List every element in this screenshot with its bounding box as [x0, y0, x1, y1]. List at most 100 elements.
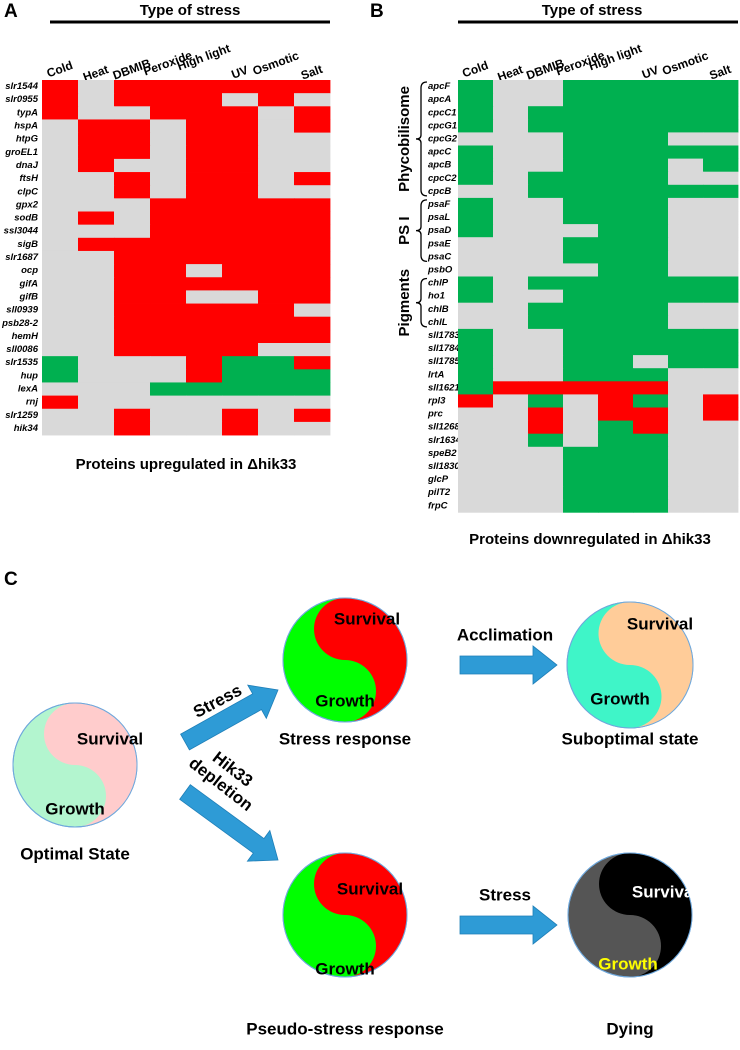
heatmap-cell — [186, 421, 223, 436]
heatmap-cell — [528, 80, 564, 94]
heatmap-cell — [563, 486, 599, 500]
heatmap-cell — [563, 250, 599, 264]
heatmap-cell — [78, 172, 115, 186]
heatmap-cell — [258, 264, 295, 278]
heatmap-cell — [78, 421, 115, 436]
heatmap-cell — [598, 250, 634, 264]
row-label: psbO — [427, 264, 453, 275]
heatmap-cell — [458, 145, 494, 159]
panel-header: Type of stress — [140, 2, 241, 19]
heatmap-cell — [78, 132, 115, 147]
heatmap-cell — [42, 316, 79, 331]
heatmap-cell — [633, 224, 669, 238]
row-label: sll0086 — [6, 344, 38, 355]
row-label: sll1621 — [428, 382, 460, 393]
heatmap-cell — [528, 250, 564, 264]
heatmap-cell — [563, 433, 599, 448]
heatmap-cell — [633, 80, 669, 94]
heatmap-cell — [633, 93, 669, 107]
heatmap-cell — [186, 93, 223, 107]
heatmap-cell — [42, 172, 79, 186]
heatmap-cell — [150, 369, 187, 383]
heatmap-cell — [42, 132, 79, 147]
heatmap-cell — [42, 421, 79, 436]
heatmap-cell — [528, 315, 564, 330]
growth-label: Growth — [315, 691, 375, 710]
heatmap-cell — [114, 250, 151, 265]
heatmap-cell — [703, 407, 739, 421]
row-label: apcC — [428, 147, 451, 158]
heatmap-cell — [458, 420, 494, 435]
heatmap-cell — [258, 250, 295, 265]
heatmap-cell — [493, 289, 529, 304]
heatmap-cell — [528, 237, 564, 251]
row-label: prc — [427, 409, 444, 420]
survival-region — [598, 602, 693, 728]
survival-label: Survival — [77, 729, 143, 748]
heatmap-cell — [186, 250, 223, 265]
heatmap-cell — [150, 264, 187, 278]
row-label: sigB — [17, 239, 38, 250]
survival-region — [314, 853, 407, 977]
heatmap-cell — [528, 381, 564, 395]
heatmap-cell — [703, 276, 739, 290]
heatmap-cell — [222, 329, 259, 344]
heatmap-cell — [563, 342, 599, 356]
survival-label: Survival — [627, 614, 693, 633]
heatmap-cell — [222, 145, 259, 160]
row-label: typA — [17, 107, 38, 118]
row-label: chlP — [428, 278, 449, 289]
heatmap-cell — [703, 368, 739, 382]
heatmap-cell — [493, 80, 529, 94]
heatmap-cell — [598, 407, 634, 421]
row-label: cpcC1 — [428, 107, 457, 118]
heatmap-cell — [493, 459, 529, 474]
heatmap-cell — [150, 343, 187, 357]
row-label: slr1544 — [5, 81, 38, 92]
row-label: speB2 — [428, 448, 457, 459]
heatmap-cell — [493, 420, 529, 435]
heatmap-cell — [528, 433, 564, 448]
heatmap-cell — [633, 459, 669, 474]
heatmap-cell — [458, 407, 494, 421]
heatmap-cell — [114, 80, 151, 94]
heatmap-cell — [528, 342, 564, 356]
heatmap-cell — [114, 172, 151, 186]
heatmap-cell — [150, 198, 187, 212]
state-outline — [566, 601, 694, 729]
heatmap-cell — [598, 420, 634, 435]
heatmap-cell — [668, 119, 704, 133]
heatmap-cell — [458, 499, 494, 513]
heatmap-cell — [598, 302, 634, 317]
heatmap-cell — [633, 342, 669, 356]
heatmap-cell — [222, 250, 259, 265]
heatmap-cell — [598, 171, 634, 186]
heatmap-cell — [528, 106, 564, 120]
heatmap-cell — [528, 407, 564, 421]
row-label: cpcG1 — [428, 120, 457, 131]
heatmap-cell — [258, 408, 295, 423]
heatmap-cell — [528, 145, 564, 159]
heatmap-cell — [668, 184, 704, 199]
heatmap-cell — [493, 394, 529, 408]
heatmap-cell — [493, 446, 529, 461]
heatmap-cell — [563, 328, 599, 343]
heatmap-cell — [458, 473, 494, 487]
heatmap-cell — [703, 315, 739, 330]
heatmap-cell — [78, 290, 115, 304]
brace — [415, 277, 428, 328]
heatmap-cell — [186, 106, 223, 120]
heatmap-cell — [114, 198, 151, 212]
heatmap-cell — [563, 420, 599, 435]
heatmap-cell — [633, 473, 669, 487]
heatmap-cell — [114, 158, 151, 173]
heatmap-cell — [668, 158, 704, 173]
heatmap-cell — [493, 315, 529, 330]
heatmap-cell — [294, 250, 331, 265]
heatmap-cell — [222, 356, 259, 370]
heatmap-cell — [222, 224, 259, 239]
heatmap-cell — [633, 171, 669, 186]
heatmap-cell — [493, 211, 529, 225]
heatmap-cell — [258, 395, 295, 410]
heatmap-cell — [633, 119, 669, 133]
